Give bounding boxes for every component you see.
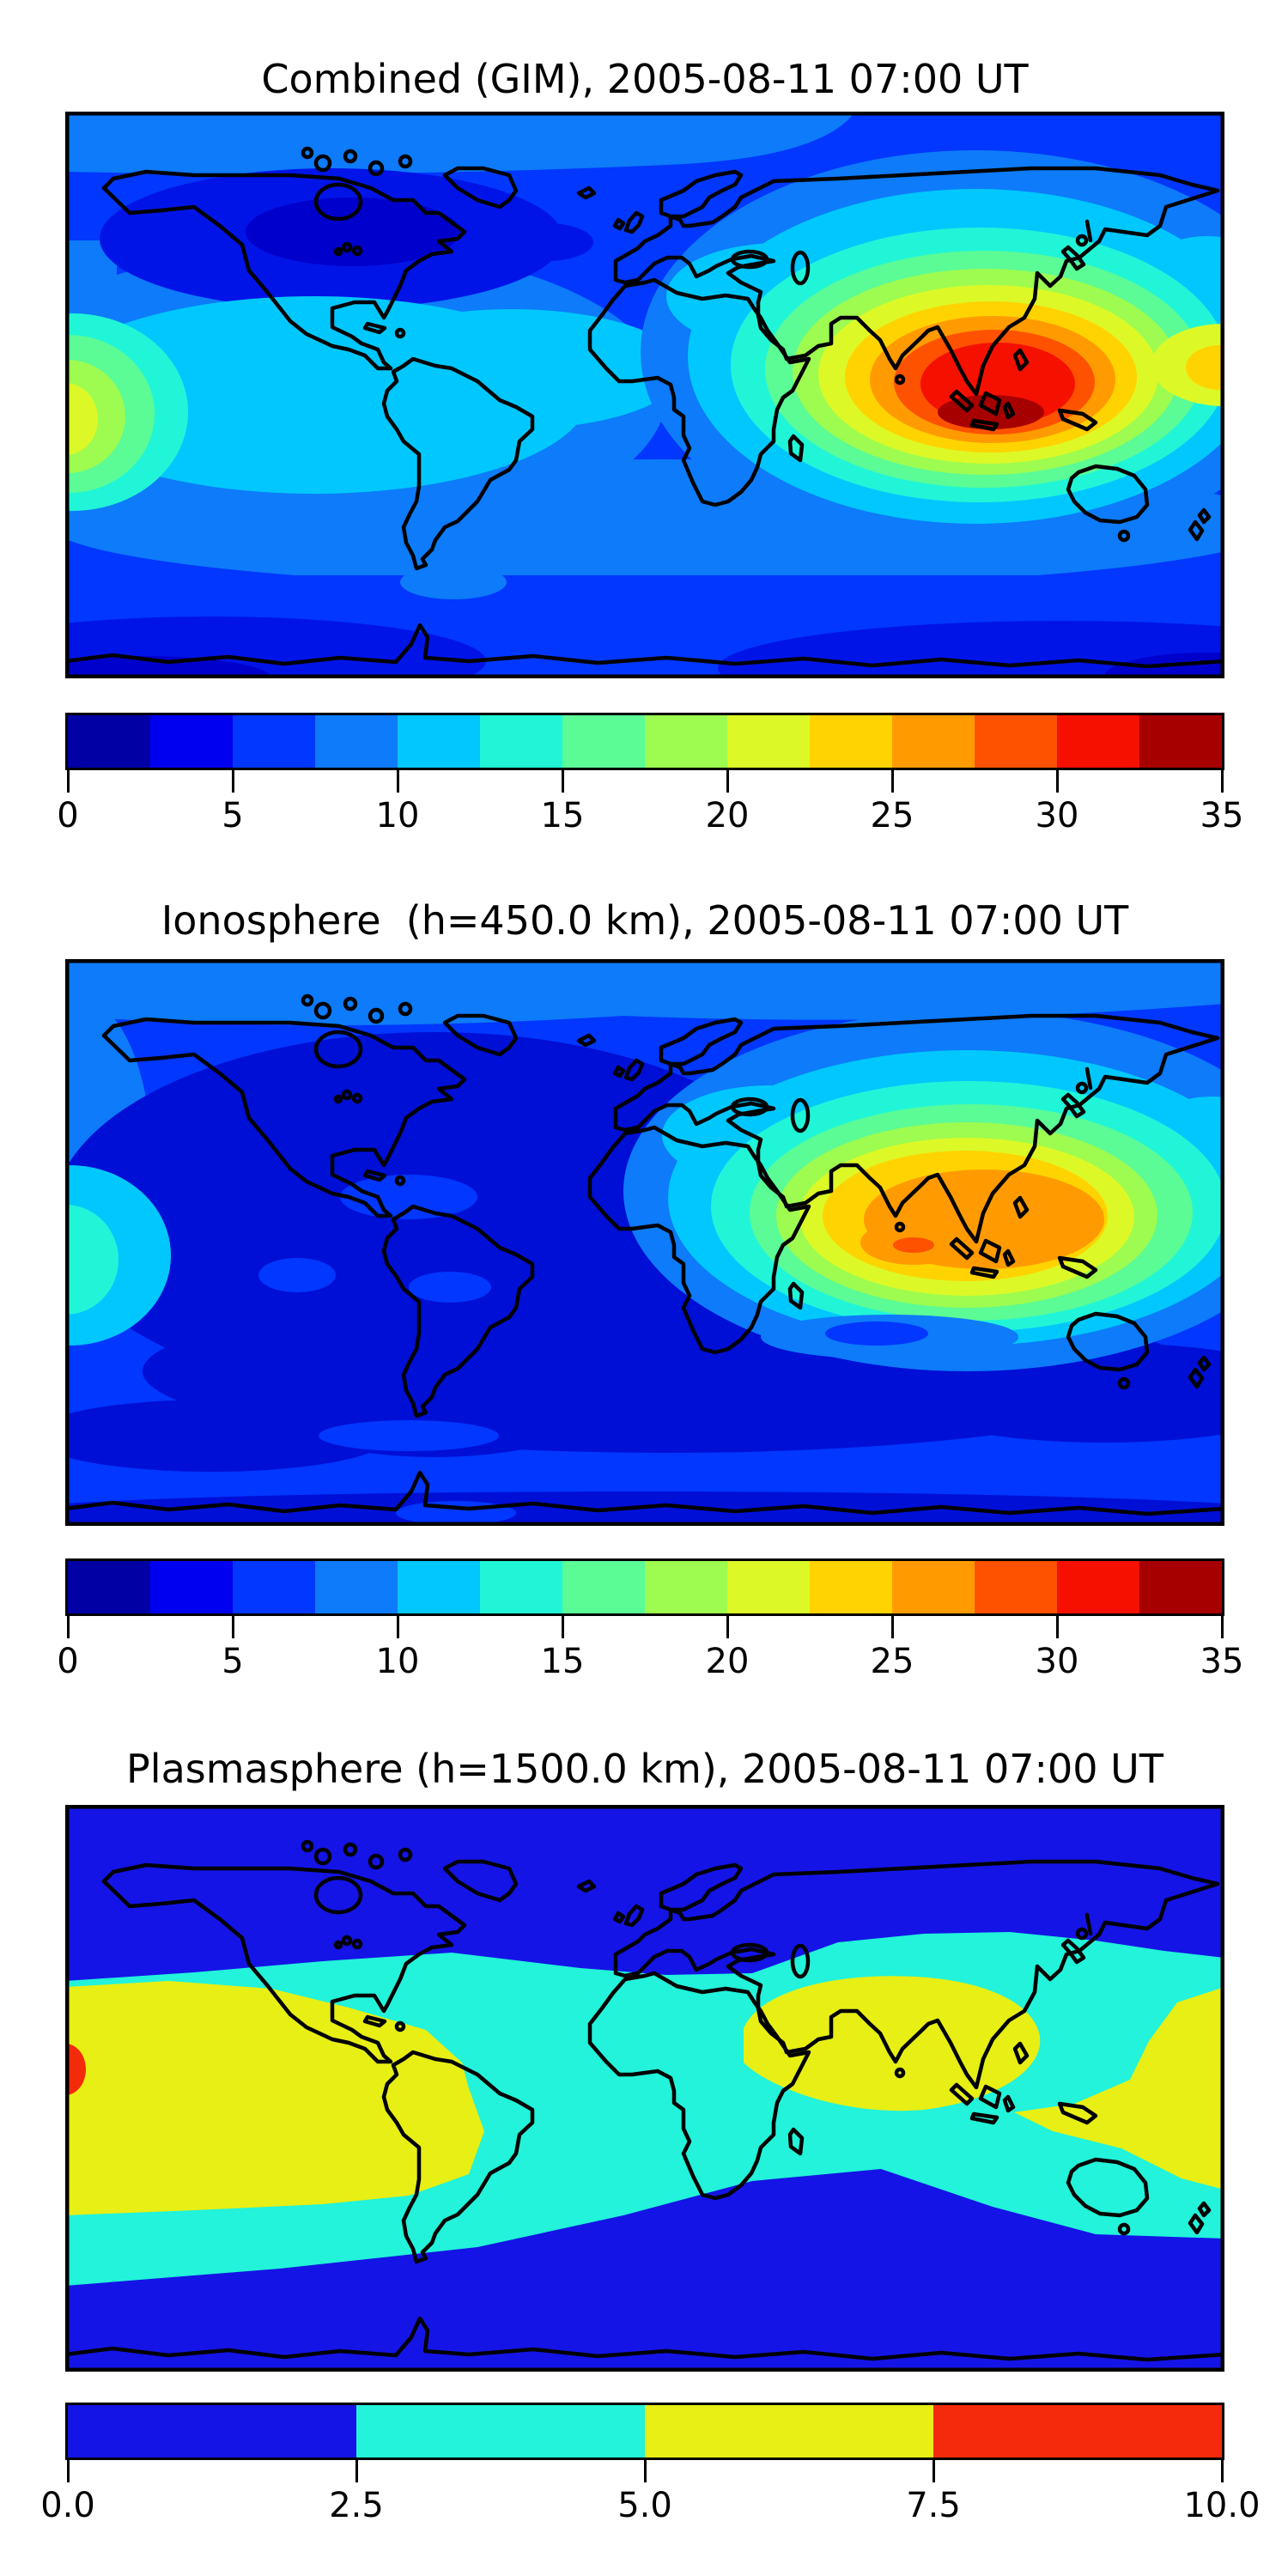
- colorbar-tick: [1055, 770, 1059, 793]
- colorbar-tick-label: 0: [57, 1642, 79, 1681]
- colorbar-tick: [1220, 770, 1224, 793]
- colorbar-tick-label: 25: [870, 1642, 914, 1681]
- contour-field: [65, 112, 1224, 678]
- colorbar-tick: [66, 770, 70, 793]
- colorbar-tick: [561, 770, 564, 793]
- colorbar: [65, 713, 1224, 770]
- colorbar-tick: [643, 2460, 647, 2482]
- colorbar-segment: [315, 715, 398, 768]
- panel-title-plasmasphere: Plasmasphere (h=1500.0 km), 2005-08-11 0…: [126, 1746, 1163, 1792]
- colorbar-tick: [1220, 2460, 1224, 2482]
- colorbar-tick: [1055, 1616, 1059, 1638]
- colorbar-ionosphere: 0 5 10 15 20 25 30 35: [57, 1558, 1243, 1687]
- map-frame: [65, 112, 1224, 678]
- map-plasmasphere: [65, 1805, 1224, 2372]
- colorbar-segment: [645, 715, 727, 768]
- colorbar-segment: [933, 2405, 1222, 2458]
- colorbar-tick: [66, 1616, 70, 1638]
- colorbar-tick-label: 0: [57, 796, 79, 835]
- colorbar-tick-label: 10.0: [1183, 2486, 1261, 2525]
- colorbar-segment: [1139, 715, 1222, 768]
- colorbar-segment: [398, 1561, 480, 1613]
- colorbar-tick-label: 2.5: [329, 2486, 384, 2525]
- colorbar-tick: [396, 770, 399, 793]
- colorbar-tick-label: 15: [540, 796, 585, 835]
- colorbar-tick-label: 0.0: [40, 2486, 95, 2525]
- colorbar-tick-label: 10: [375, 1642, 420, 1681]
- colorbar-tick-label: 5: [222, 796, 244, 835]
- colorbar-segment: [68, 2405, 356, 2458]
- colorbar-segment: [1139, 1561, 1222, 1613]
- colorbar-tick: [1220, 1616, 1224, 1638]
- colorbar-tick: [890, 770, 894, 793]
- colorbar-tick: [396, 1616, 399, 1638]
- colorbar-tick: [561, 1616, 564, 1638]
- panel-title-combined: Combined (GIM), 2005-08-11 07:00 UT: [261, 56, 1029, 102]
- colorbar-ticks: 0 5 10 15 20 25 30 35: [57, 1616, 1243, 1685]
- colorbar-segment: [150, 715, 233, 768]
- colorbar-segment: [68, 715, 150, 768]
- colorbar-segment: [975, 715, 1057, 768]
- colorbar-tick: [726, 1616, 729, 1638]
- colorbar-segment: [645, 2405, 933, 2458]
- colorbar-tick-label: 20: [705, 1642, 750, 1681]
- colorbar-segment: [233, 715, 315, 768]
- colorbar-combined: 0 5 10 15 20 25 30 35: [57, 713, 1243, 841]
- colorbar-segment: [892, 1561, 975, 1613]
- colorbar-tick-label: 7.5: [906, 2486, 961, 2525]
- colorbar-segment: [233, 1561, 315, 1613]
- contour-field: [65, 959, 1224, 1526]
- colorbar-segment: [562, 1561, 645, 1613]
- colorbar-segment: [645, 1561, 727, 1613]
- colorbar-segment: [810, 1561, 892, 1613]
- colorbar-tick: [726, 770, 729, 793]
- colorbar-tick-label: 30: [1035, 1642, 1079, 1681]
- colorbar-tick-label: 15: [540, 1642, 585, 1681]
- colorbar-segment: [398, 715, 480, 768]
- colorbar-tick-label: 35: [1200, 1642, 1244, 1681]
- colorbar-tick-label: 25: [870, 796, 914, 835]
- colorbar-ticks: 0 5 10 15 20 25 30 35: [57, 770, 1243, 839]
- colorbar-segment: [356, 2405, 645, 2458]
- colorbar-ticks: 0.0 2.5 5.0 7.5 10.0: [40, 2460, 1261, 2529]
- colorbar-tick-label: 35: [1200, 796, 1244, 835]
- colorbar-segment: [480, 715, 562, 768]
- colorbar: [65, 1558, 1224, 1616]
- panel-title-ionosphere: Ionosphere (h=450.0 km), 2005-08-11 07:0…: [161, 897, 1129, 944]
- map-frame: [65, 959, 1224, 1526]
- colorbar-segment: [1057, 1561, 1139, 1613]
- colorbar-segment: [150, 1561, 233, 1613]
- colorbar-tick: [355, 2460, 358, 2482]
- colorbar-tick-label: 20: [705, 796, 750, 835]
- colorbar-segment: [975, 1561, 1057, 1613]
- colorbar-tick-label: 5: [222, 1642, 244, 1681]
- colorbar-plasmasphere: 0.0 2.5 5.0 7.5 10.0: [40, 2403, 1261, 2531]
- colorbar-tick-label: 10: [375, 796, 420, 835]
- colorbar-tick: [932, 2460, 935, 2482]
- colorbar-segment: [892, 715, 975, 768]
- map-combined: [65, 112, 1224, 678]
- contour-field: [65, 1805, 1224, 2372]
- colorbar-tick-label: 30: [1035, 796, 1079, 835]
- colorbar-segment: [562, 715, 645, 768]
- map-ionosphere: [65, 959, 1224, 1526]
- colorbar-tick: [890, 1616, 894, 1638]
- colorbar: [65, 2403, 1224, 2460]
- colorbar-segment: [315, 1561, 398, 1613]
- colorbar-segment: [480, 1561, 562, 1613]
- colorbar-segment: [727, 1561, 810, 1613]
- colorbar-tick: [231, 770, 234, 793]
- colorbar-tick: [231, 1616, 234, 1638]
- colorbar-segment: [1057, 715, 1139, 768]
- colorbar-segment: [727, 715, 810, 768]
- colorbar-segment: [810, 715, 892, 768]
- colorbar-tick: [66, 2460, 70, 2482]
- colorbar-tick-label: 5.0: [617, 2486, 672, 2525]
- map-frame: [65, 1805, 1224, 2372]
- colorbar-segment: [68, 1561, 150, 1613]
